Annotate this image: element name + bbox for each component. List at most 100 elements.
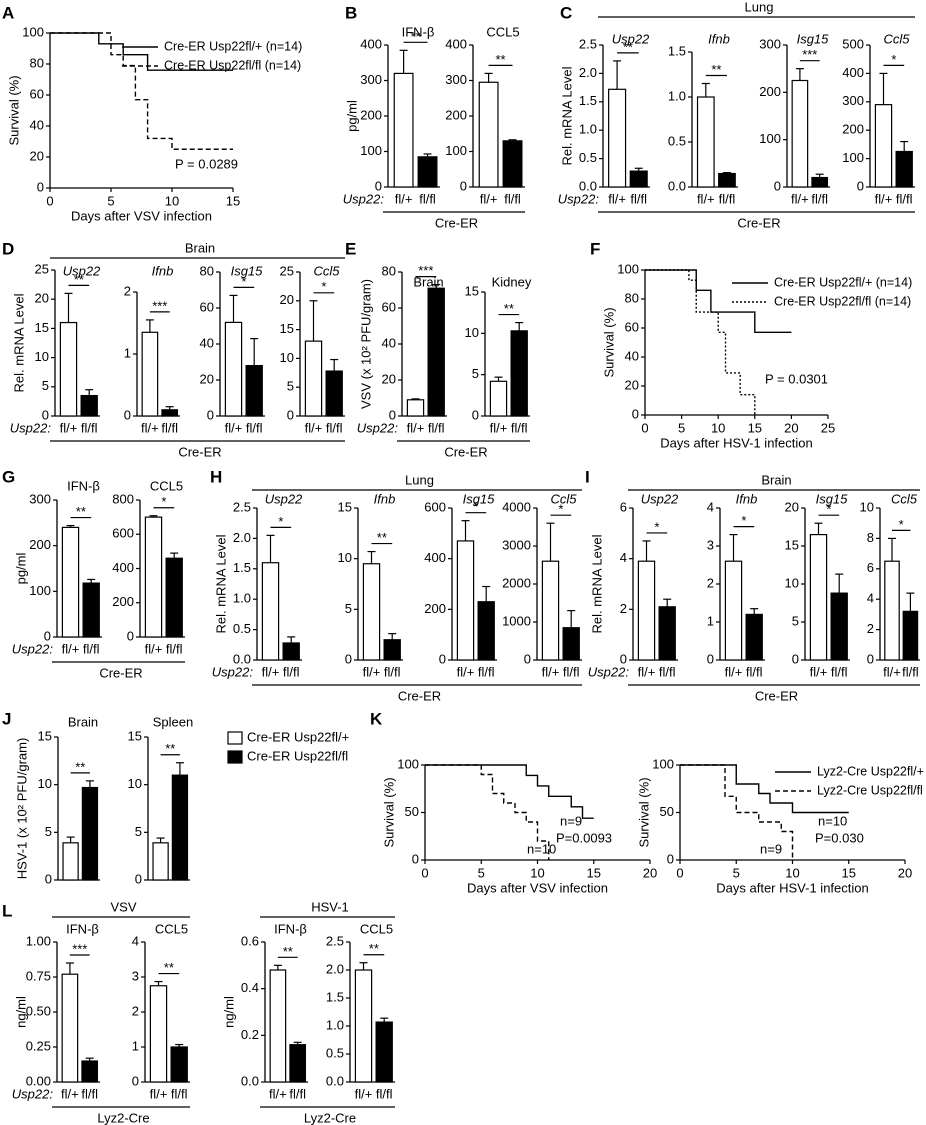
y-tick-label: 60 [382,299,396,314]
y-tick-label: 25 [280,263,294,278]
bar [637,560,656,661]
y-tick-label: 5 [792,613,799,628]
x-tick-label: fl/fl [289,1086,306,1101]
x-tick-label: 10 [530,865,544,880]
y-tick-label: 1.0 [233,591,251,606]
x-tick-label: fl/+ [61,1086,79,1101]
y-tick-label: 100 [445,143,467,158]
annotation: n=10 [818,813,847,828]
y-tick-label: 0 [127,628,134,643]
y-tick-label: 0 [774,178,781,193]
bar [477,601,495,661]
x-tick-label: fl/+ [269,1086,287,1101]
significance-label: * [321,279,326,294]
y-tick-label: 50 [405,804,419,819]
x-tick-label: fl/fl [902,664,919,679]
x-tick-label: fl/fl [659,664,676,679]
group-label: Lyz2-Cre [97,1110,149,1125]
annotation: n=9 [760,841,782,856]
significance-label: ** [164,960,174,975]
y-axis-label: Rel. mRNA Level [589,534,604,633]
y-tick-label: 0.5 [326,1045,344,1060]
x-tick-label: fl/fl [896,191,913,206]
y-tick-label: 1.0 [668,88,686,103]
panel-letter: G [2,467,15,486]
y-tick-label: 0.75 [26,968,51,983]
bar [82,582,100,638]
chart-title: CCL5 [155,921,188,936]
bar [149,985,168,1083]
y-tick-label: 10 [338,550,352,565]
significance-label: ** [623,39,633,54]
legend-label: Cre-ER Usp22fl/+ (n=14) [164,39,302,53]
panel-letter: L [2,901,12,920]
x-tick-label: 5 [733,865,740,880]
bar [895,150,913,188]
y-tick-label: 2 [124,283,131,298]
y-tick-label: 0.0 [233,651,251,666]
panel-letter: K [370,709,383,728]
significance-label: * [278,514,283,529]
chart-title: Isg15 [816,491,849,506]
x-tick-label: fl/fl [283,664,300,679]
y-tick-label: 10 [785,575,799,590]
y-tick-label: 3 [707,537,714,552]
bar [362,563,381,661]
bar [502,140,523,188]
y-tick-label: 15 [785,537,799,552]
x-tick-label: fl/+ [542,664,560,679]
y-tick-label: 300 [445,72,467,87]
y-tick-label: 2000 [502,575,531,590]
x-tick-label: fl/fl [326,420,343,435]
chart-title: IFN-β [274,921,307,936]
panel-letter: E [345,239,356,258]
y-tick-label: 0 [45,871,52,886]
x-tick-label: fl/fl [83,641,100,656]
bar [456,540,475,661]
y-tick-label: 8 [867,530,874,545]
chart-title: Kidney [492,274,532,289]
y-tick-label: 100 [759,131,781,146]
y-tick-label: 0 [345,651,352,666]
y-tick-label: 20 [200,371,214,386]
y-tick-label: 0 [524,651,531,666]
bar [141,331,159,417]
y-tick-label: 0 [42,407,49,422]
y-axis-label: ng/ml [13,996,28,1028]
y-tick-label: 2.0 [579,65,597,80]
y-tick-label: 200 [29,537,51,552]
y-tick-label: 10 [38,776,52,791]
y-tick-label: 0.0 [326,1073,344,1088]
y-tick-label: 10 [465,325,479,340]
y-tick-label: 40 [625,348,639,363]
annotation: n=10 [527,841,556,856]
y-tick-label: 5 [45,824,52,839]
y-tick-label: 0.2 [241,1027,259,1042]
bar [745,613,763,661]
significance-label: ** [75,759,85,774]
legend-swatch [227,731,243,745]
bar [696,96,715,188]
y-tick-label: 10 [35,349,49,364]
x-prefix: Usp22: [343,191,385,206]
y-tick-label: 15 [38,728,52,743]
bar [791,79,809,188]
y-tick-label: 0.00 [26,1073,51,1088]
header-label: VSV [110,899,136,914]
significance-label: ** [283,944,293,959]
bar [261,562,280,661]
chart-title: Ccl5 [313,263,340,278]
chart-title: Ccl5 [550,491,577,506]
x-prefix: Usp22: [10,420,52,435]
chart-title: Ifnb [374,491,396,506]
x-tick-label: 5 [678,420,685,435]
chart-title: Isg15 [463,491,496,506]
x-tick-label: 10 [711,420,725,435]
legend-swatch [227,750,243,764]
y-tick-label: 15 [128,728,142,743]
bar [884,560,900,661]
survival-line [50,32,233,71]
chart-title: Ifnb [708,31,730,46]
y-tick-label: 1.5 [233,560,251,575]
x-axis-label: Days after HSV-1 infection [716,880,868,895]
